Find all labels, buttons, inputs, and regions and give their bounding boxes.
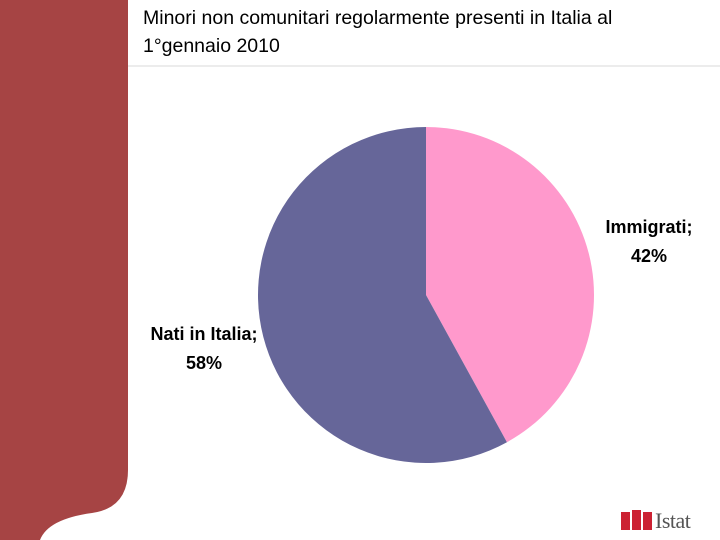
pie-slice bbox=[426, 127, 595, 443]
data-label: Nati in Italia; 58% bbox=[150, 324, 258, 373]
data-label: Immigrati; 42% bbox=[605, 217, 693, 266]
pie-slice bbox=[258, 127, 507, 464]
chart-title: Minori non comunitari regolarmente prese… bbox=[143, 7, 613, 57]
logo: Istat bbox=[655, 508, 691, 533]
pie bbox=[258, 127, 595, 464]
logo-icon bbox=[621, 510, 652, 530]
side-band bbox=[0, 0, 128, 540]
